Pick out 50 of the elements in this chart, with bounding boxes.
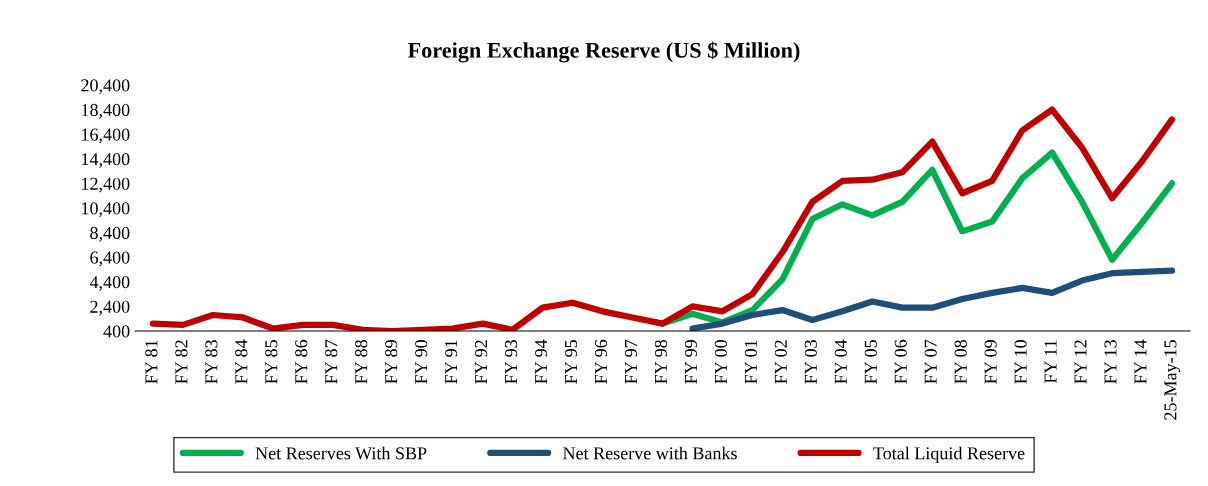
y-tick-label: 400 bbox=[103, 325, 130, 338]
y-tick-label: 6,400 bbox=[90, 251, 130, 267]
y-tick-label: 8,400 bbox=[90, 226, 130, 242]
y-tick-label: 16,400 bbox=[82, 128, 130, 144]
x-tick-label: FY 86 bbox=[295, 339, 308, 384]
x-tick-label: FY 89 bbox=[385, 340, 398, 384]
y-tick-label: 4,400 bbox=[89, 276, 130, 291]
x-tick-label: 25-May-15 bbox=[1164, 340, 1181, 420]
x-tick-label: FY 84 bbox=[235, 339, 248, 384]
x-tick-label: FY 96 bbox=[594, 339, 608, 384]
x-tick-label: FY 01 bbox=[744, 340, 757, 384]
x-tick-label: FY 04 bbox=[834, 339, 847, 384]
chart-title: Foreign Exchange Reserve (US $ Million) bbox=[407, 41, 800, 63]
x-tick-label: FY 06 bbox=[894, 339, 907, 384]
legend-label: Total Liquid Reserve bbox=[873, 446, 1025, 464]
x-tick-label: FY 82 bbox=[175, 340, 188, 384]
y-tick-label: 14,400 bbox=[82, 153, 130, 168]
x-tick-label: FY 83 bbox=[205, 340, 218, 384]
x-tick-label: FY 02 bbox=[774, 340, 787, 384]
x-tick-label: FY 95 bbox=[564, 340, 578, 384]
y-tick-label: 10,400 bbox=[82, 202, 130, 218]
y-tick-label: 12,400 bbox=[82, 177, 130, 193]
x-tick-label: FY 10 bbox=[1014, 340, 1027, 384]
x-tick-label: FY 90 bbox=[415, 340, 428, 384]
x-tick-label: FY 93 bbox=[505, 340, 518, 384]
y-tick-label: 20,400 bbox=[81, 79, 130, 95]
x-tick-label: FY 92 bbox=[475, 340, 488, 384]
x-tick-label: FY 13 bbox=[1104, 340, 1117, 384]
y-tick-label: 18,400 bbox=[82, 103, 130, 119]
x-tick-label: FY 85 bbox=[265, 340, 278, 384]
y-tick-label: 2,400 bbox=[90, 300, 130, 316]
x-tick-label: FY 81 bbox=[145, 340, 158, 384]
x-tick-label: FY 88 bbox=[355, 340, 368, 384]
x-tick-label: FY 12 bbox=[1074, 340, 1087, 384]
x-tick-label: FY 14 bbox=[1134, 339, 1147, 384]
x-tick-label: FY 94 bbox=[535, 339, 548, 384]
x-tick-label: FY 09 bbox=[984, 340, 997, 384]
x-tick-label: FY 91 bbox=[445, 340, 458, 384]
x-tick-label: FY 87 bbox=[325, 339, 338, 384]
legend-label: Net Reserves With SBP bbox=[255, 446, 427, 460]
x-tick-label: FY 98 bbox=[654, 340, 668, 384]
x-tick-label: FY 05 bbox=[864, 340, 877, 384]
x-tick-label: FY 07 bbox=[924, 339, 937, 384]
legend-label: Net Reserve with Banks bbox=[563, 446, 737, 460]
x-tick-label: FY 11 bbox=[1044, 340, 1057, 384]
x-tick-label: FY 00 bbox=[714, 340, 727, 384]
x-tick-label: FY 08 bbox=[954, 340, 967, 384]
x-tick-label: FY 03 bbox=[804, 340, 817, 384]
x-tick-label: FY 97 bbox=[624, 339, 638, 384]
x-tick-label: FY 99 bbox=[684, 340, 697, 384]
